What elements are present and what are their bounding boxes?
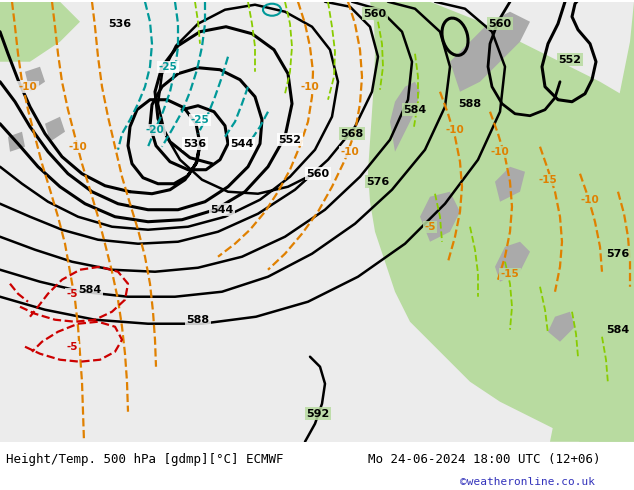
Text: 576: 576 (366, 177, 390, 187)
Text: 584: 584 (403, 105, 427, 115)
Polygon shape (450, 12, 530, 92)
Text: 552: 552 (559, 55, 581, 65)
Text: -10: -10 (491, 147, 509, 157)
Text: 544: 544 (230, 139, 254, 149)
Text: -25: -25 (158, 62, 178, 72)
Polygon shape (550, 2, 634, 441)
Polygon shape (368, 2, 634, 441)
Polygon shape (45, 117, 65, 142)
Text: 584: 584 (79, 285, 101, 294)
Text: 568: 568 (340, 129, 364, 139)
Text: -5: -5 (424, 221, 436, 232)
Text: 576: 576 (606, 249, 630, 259)
Text: -10: -10 (301, 82, 320, 92)
Polygon shape (390, 82, 420, 152)
Text: -20: -20 (146, 125, 164, 135)
Text: -10: -10 (581, 195, 599, 205)
Text: -10: -10 (446, 125, 464, 135)
Polygon shape (495, 242, 530, 282)
Text: 584: 584 (606, 325, 630, 335)
Text: 536: 536 (108, 19, 132, 29)
Text: -10: -10 (340, 147, 359, 157)
Polygon shape (8, 132, 25, 152)
Text: 588: 588 (458, 98, 482, 109)
Text: 560: 560 (306, 169, 330, 179)
Text: -25: -25 (191, 115, 209, 125)
Text: Mo 24-06-2024 18:00 UTC (12+06): Mo 24-06-2024 18:00 UTC (12+06) (368, 453, 600, 466)
Text: ©weatheronline.co.uk: ©weatheronline.co.uk (460, 477, 595, 487)
Text: -5: -5 (66, 342, 78, 352)
Polygon shape (548, 312, 575, 342)
Polygon shape (0, 2, 80, 62)
Text: -10: -10 (68, 142, 87, 152)
Polygon shape (25, 67, 45, 92)
Text: -5: -5 (66, 289, 78, 299)
Text: 552: 552 (278, 135, 302, 145)
Text: Height/Temp. 500 hPa [gdmp][°C] ECMWF: Height/Temp. 500 hPa [gdmp][°C] ECMWF (6, 453, 283, 466)
Text: 544: 544 (210, 205, 234, 215)
Text: 560: 560 (363, 9, 387, 19)
Text: -10: -10 (18, 82, 37, 92)
Text: -15: -15 (501, 269, 519, 279)
Text: 560: 560 (488, 19, 512, 29)
Text: 592: 592 (306, 409, 330, 419)
Text: -15: -15 (539, 175, 557, 185)
Polygon shape (495, 167, 525, 202)
Text: 536: 536 (183, 139, 207, 149)
Text: 588: 588 (186, 315, 210, 325)
Polygon shape (420, 192, 460, 242)
